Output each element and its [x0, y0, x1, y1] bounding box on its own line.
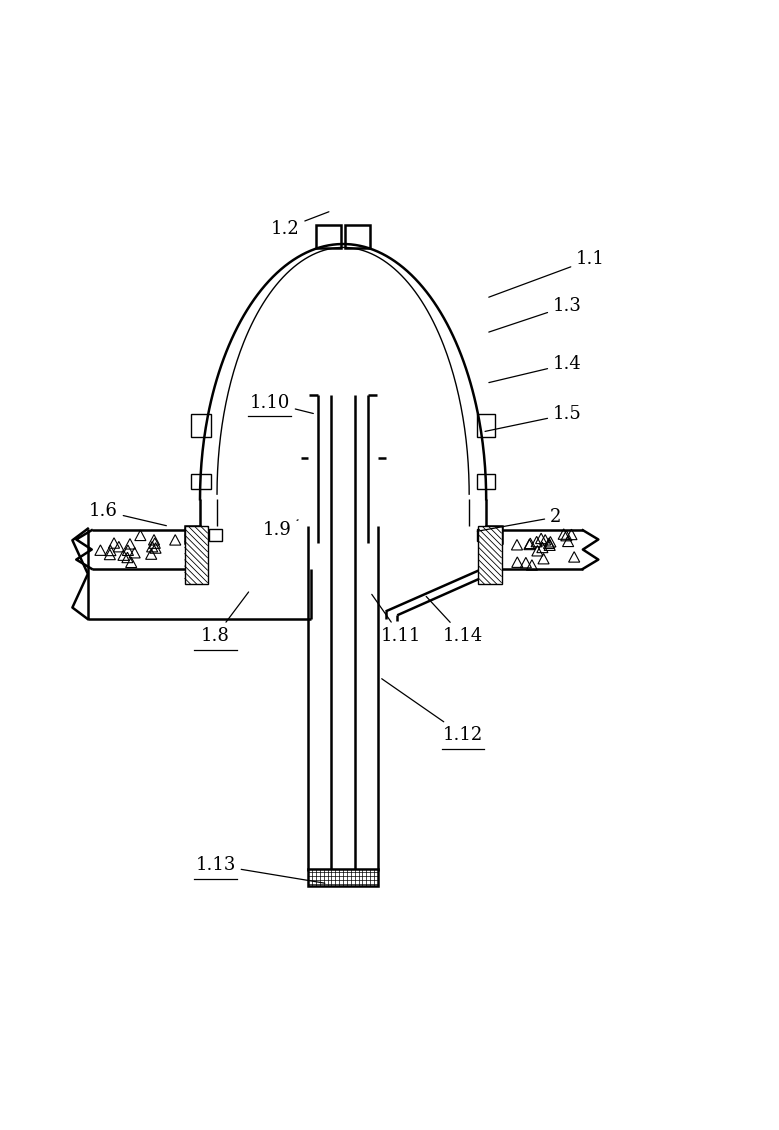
Bar — [191, 529, 203, 541]
Bar — [185, 527, 208, 584]
Bar — [308, 869, 378, 886]
Bar — [210, 529, 222, 541]
Bar — [477, 529, 489, 541]
Text: 1.1: 1.1 — [488, 251, 605, 297]
Bar — [477, 415, 495, 437]
Bar — [72, 530, 598, 568]
Text: 1.13: 1.13 — [196, 857, 325, 884]
Text: 1.5: 1.5 — [485, 406, 582, 432]
Bar — [483, 529, 495, 541]
Bar — [316, 225, 340, 247]
Text: 1.11: 1.11 — [372, 594, 421, 645]
Text: 1.9: 1.9 — [263, 520, 298, 539]
Bar — [191, 415, 211, 437]
Bar — [486, 527, 502, 544]
Bar — [478, 527, 502, 584]
Text: 1.6: 1.6 — [89, 502, 167, 525]
Text: 1.2: 1.2 — [271, 211, 329, 237]
Text: 1.14: 1.14 — [426, 597, 483, 645]
Text: 1.10: 1.10 — [249, 393, 313, 414]
Text: 1.4: 1.4 — [489, 355, 582, 383]
Text: 1.3: 1.3 — [488, 297, 582, 332]
Bar — [477, 473, 495, 489]
Text: 2: 2 — [478, 508, 562, 531]
Text: 1.12: 1.12 — [382, 679, 483, 745]
Bar — [345, 225, 370, 247]
Bar — [185, 527, 200, 544]
Text: 1.8: 1.8 — [201, 592, 249, 645]
Bar — [191, 473, 211, 489]
